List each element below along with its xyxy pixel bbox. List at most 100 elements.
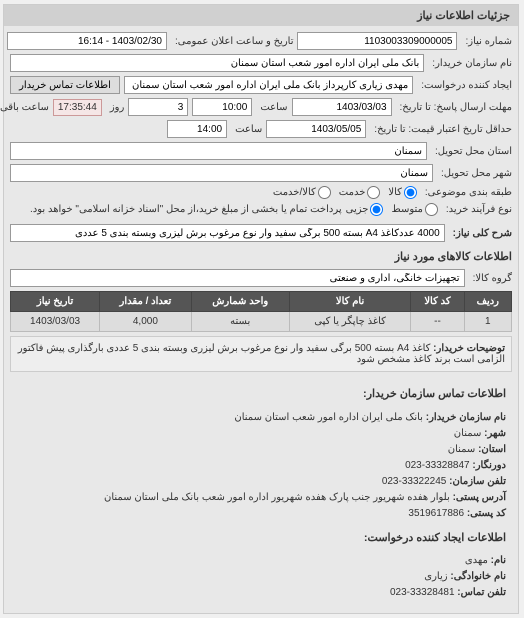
- row-overview: شرح کلی نیاز:: [11, 224, 513, 242]
- radio-kala-input[interactable]: [405, 186, 418, 199]
- req-family-value: زیاری: [425, 571, 448, 582]
- contact-city-line: شهر: سمنان: [17, 426, 507, 442]
- deadline-time-field: [193, 98, 253, 116]
- contact-phone-label: تلفن سازمان:: [450, 476, 507, 487]
- table-header-row: ردیف کد کالا نام کالا واحد شمارش تعداد /…: [12, 292, 513, 312]
- radio-mostaqim[interactable]: متوسط: [392, 203, 438, 216]
- radio-kala-khedmat-label: کالا/خدمت: [274, 187, 317, 198]
- delivery-province-field: [11, 142, 428, 160]
- contact-block: اطلاعات تماس سازمان خریدار: نام سازمان خ…: [11, 372, 513, 607]
- contact-postal-value: 3519617886: [409, 508, 465, 519]
- requester-label: ایجاد کننده درخواست:: [418, 80, 513, 91]
- req-phone-value: 33328481-023: [391, 587, 456, 598]
- contact-city-label: شهر:: [485, 428, 507, 439]
- col-need-date: تاریخ نیاز: [12, 292, 101, 312]
- timer-note: ساعت باقی مانده: [0, 102, 50, 113]
- req-name-line: نام: مهدی: [17, 553, 507, 569]
- contact-fax-value: 33328847-023: [406, 460, 471, 471]
- contact-province-line: استان: سمنان: [17, 442, 507, 458]
- row-pack-subject: طبقه بندی موضوعی: کالا خدمت کالا/خدمت: [11, 186, 513, 199]
- overview-title-label: شرح کلی نیاز:: [450, 228, 513, 239]
- goods-group-label: گروه کالا:: [470, 273, 513, 284]
- radio-khedmat-input[interactable]: [368, 186, 381, 199]
- col-unit: واحد شمارش: [192, 292, 290, 312]
- cell-code: --: [412, 312, 465, 332]
- radio-khedmat-label: خدمت: [340, 187, 367, 198]
- req-family-label: نام خانوادگی:: [451, 571, 507, 582]
- req-phone-label: تلفن تماس:: [458, 587, 507, 598]
- contact-org-value: بانک ملی ایران اداره امور شعب استان سمنا…: [235, 412, 424, 423]
- goods-table: ردیف کد کالا نام کالا واحد شمارش تعداد /…: [11, 291, 513, 332]
- req-name-label: نام:: [492, 555, 507, 566]
- price-valid-time-field: [168, 120, 228, 138]
- cell-row: 1: [465, 312, 512, 332]
- contact-fax-line: دورنگار: 33328847-023: [17, 458, 507, 474]
- details-panel: جزئیات اطلاعات نیاز شماره نیاز: تاریخ و …: [4, 4, 520, 614]
- countdown-timer: 17:35:44: [54, 99, 103, 116]
- row-need-number: شماره نیاز: تاریخ و ساعت اعلان عمومی:: [11, 32, 513, 50]
- contact-address-line: آدرس پستی: بلوار هفده شهریور جنب پارک هف…: [17, 490, 507, 506]
- contact-province-value: سمنان: [449, 444, 477, 455]
- buyer-note-block: توضیحات خریدار: کاغذ A4 بسته 500 برگی سف…: [11, 336, 513, 372]
- purchase-type-label: نوع فرآیند خرید:: [443, 204, 513, 215]
- row-price-valid: حداقل تاریخ اعتبار قیمت: تا تاریخ: ساعت: [11, 120, 513, 138]
- overview-title-field: [11, 224, 446, 242]
- contact-phone-line: تلفن سازمان: 33322245-023: [17, 474, 507, 490]
- cell-need-date: 1403/03/03: [12, 312, 101, 332]
- col-name: نام کالا: [290, 292, 412, 312]
- radio-jozi-input[interactable]: [371, 203, 384, 216]
- row-deadline: مهلت ارسال پاسخ: تا تاریخ: ساعت روز 17:3…: [11, 98, 513, 116]
- contact-city-value: سمنان: [455, 428, 483, 439]
- col-row: ردیف: [465, 292, 512, 312]
- cell-name: کاغذ چاپگر یا کپی: [290, 312, 412, 332]
- radio-kala[interactable]: کالا: [389, 186, 418, 199]
- cell-qty: 4,000: [101, 312, 193, 332]
- panel-title: جزئیات اطلاعات نیاز: [5, 5, 519, 26]
- need-number-label: شماره نیاز:: [462, 36, 513, 47]
- delivery-province-label: استان محل تحویل:: [432, 146, 513, 157]
- deadline-label: مهلت ارسال پاسخ: تا تاریخ:: [397, 102, 513, 113]
- radio-mostaqim-input[interactable]: [426, 203, 439, 216]
- row-requester: ایجاد کننده درخواست: اطلاعات تماس خریدار: [11, 76, 513, 94]
- radio-mostaqim-label: متوسط: [392, 204, 423, 215]
- row-delivery-province: استان محل تحویل:: [11, 142, 513, 160]
- goods-section-title: اطلاعات کالاهای مورد نیاز: [11, 248, 513, 265]
- radio-jozi[interactable]: جزیی: [347, 203, 385, 216]
- radio-kala-label: کالا: [389, 187, 403, 198]
- panel-body: شماره نیاز: تاریخ و ساعت اعلان عمومی: نا…: [5, 26, 519, 613]
- contact-phone-value: 33322245-023: [383, 476, 448, 487]
- need-number-field: [298, 32, 458, 50]
- cell-unit: بسته: [192, 312, 290, 332]
- contact-postal-label: کد پستی:: [468, 508, 507, 519]
- announce-date-field: [8, 32, 168, 50]
- goods-group-field: [11, 269, 466, 287]
- contact-address-value: بلوار هفده شهریور جنب پارک هفده شهریور ا…: [105, 492, 451, 503]
- req-contact-title: اطلاعات ایجاد کننده درخواست:: [17, 528, 507, 550]
- radio-kala-khedmat-input[interactable]: [319, 186, 332, 199]
- contact-buyer-button[interactable]: اطلاعات تماس خریدار: [11, 76, 121, 94]
- announce-date-label: تاریخ و ساعت اعلان عمومی:: [172, 36, 295, 47]
- contact-province-label: استان:: [479, 444, 507, 455]
- col-qty: تعداد / مقدار: [101, 292, 193, 312]
- buyer-name-field: [11, 54, 425, 72]
- requester-field: [125, 76, 414, 94]
- row-delivery-city: شهر محل تحویل:: [11, 164, 513, 182]
- price-valid-date-field: [267, 120, 367, 138]
- price-valid-time-label: ساعت: [232, 124, 263, 135]
- radio-khedmat[interactable]: خدمت: [340, 186, 382, 199]
- pack-subject-label: طبقه بندی موضوعی:: [422, 187, 513, 198]
- contact-postal-line: کد پستی: 3519617886: [17, 506, 507, 522]
- delivery-city-field: [11, 164, 434, 182]
- contact-org-label: نام سازمان خریدار:: [427, 412, 507, 423]
- purchase-radio-group: متوسط جزیی: [347, 203, 439, 216]
- days-unit: روز: [107, 102, 126, 113]
- req-name-value: مهدی: [466, 555, 489, 566]
- row-purchase-type: نوع فرآیند خرید: متوسط جزیی پرداخت تمام …: [11, 203, 513, 216]
- radio-kala-khedmat[interactable]: کالا/خدمت: [274, 186, 332, 199]
- deadline-date-field: [293, 98, 393, 116]
- days-value-field: [129, 98, 189, 116]
- contact-fax-label: دورنگار:: [473, 460, 507, 471]
- buyer-name-label: نام سازمان خریدار:: [429, 58, 513, 69]
- price-valid-label: حداقل تاریخ اعتبار قیمت: تا تاریخ:: [371, 124, 513, 135]
- contact-section-title: اطلاعات تماس سازمان خریدار:: [17, 384, 507, 406]
